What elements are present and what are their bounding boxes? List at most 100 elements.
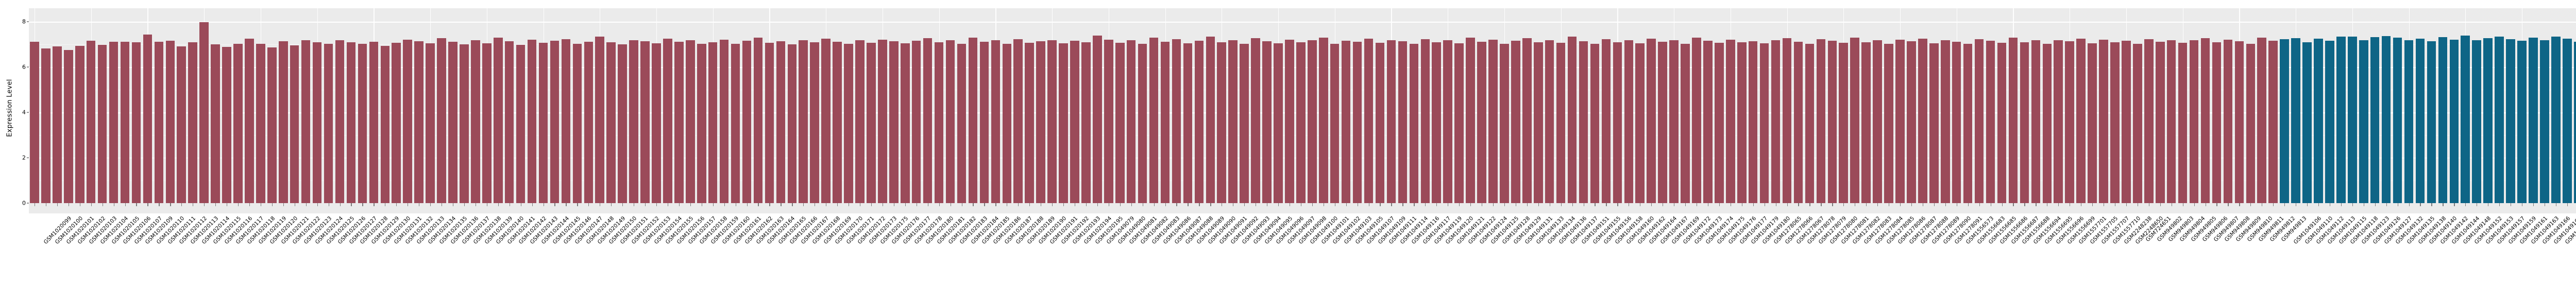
bar — [1488, 39, 1498, 203]
x-tick-mark — [995, 203, 996, 206]
bar — [211, 44, 220, 203]
y-tick-mark — [27, 112, 29, 113]
bar — [131, 42, 141, 203]
x-tick-mark — [1832, 203, 1833, 206]
x-tick-mark — [1719, 203, 1720, 206]
x-tick-mark — [837, 203, 838, 206]
x-tick-mark — [1063, 203, 1064, 206]
bar — [1330, 43, 1340, 203]
bar — [1025, 42, 1034, 203]
bar — [1013, 39, 1023, 203]
bar — [1601, 39, 1611, 203]
bar — [1296, 42, 1306, 203]
bar — [2166, 40, 2176, 203]
bar — [504, 41, 514, 203]
bar — [2573, 42, 2576, 203]
x-tick-mark — [136, 203, 137, 206]
bar — [2178, 42, 2188, 203]
bar — [674, 42, 684, 203]
bar — [2404, 40, 2414, 203]
bar — [1692, 38, 1701, 203]
x-tick-mark — [1459, 203, 1460, 206]
x-tick-mark — [939, 203, 940, 206]
bar — [821, 39, 831, 203]
bar — [2133, 44, 2142, 203]
bar — [1364, 38, 1374, 203]
x-tick-mark — [215, 203, 216, 206]
bar — [2393, 38, 2402, 203]
bar — [2008, 38, 2018, 203]
x-tick-mark — [1809, 203, 1810, 206]
bar — [1228, 40, 1238, 203]
bar — [2506, 39, 2515, 203]
bar — [380, 45, 390, 203]
bar — [2031, 40, 2041, 203]
x-tick-mark — [2239, 203, 2240, 206]
bar — [2088, 43, 2097, 203]
bar — [2517, 41, 2527, 203]
bar — [414, 41, 423, 203]
x-tick-mark — [1877, 203, 1878, 206]
bar — [188, 42, 197, 203]
bar — [1093, 35, 1102, 203]
bar — [426, 43, 435, 203]
bar — [1522, 38, 1532, 203]
x-tick-mark — [2567, 203, 2568, 206]
bar — [471, 40, 480, 203]
x-tick-mark — [1504, 203, 1505, 206]
x-tick-mark — [2318, 203, 2319, 206]
x-tick-mark — [1165, 203, 1166, 206]
bar — [1613, 42, 1622, 203]
y-tick-label: 8 — [22, 18, 26, 25]
bar — [1251, 38, 1260, 203]
bar — [2336, 37, 2346, 203]
x-tick-mark — [1436, 203, 1437, 206]
x-tick-mark — [1244, 203, 1245, 206]
bar — [945, 40, 955, 203]
bar — [2370, 37, 2380, 203]
bar — [1918, 38, 1927, 203]
x-tick-mark — [984, 203, 985, 206]
bar — [120, 41, 130, 203]
bar — [1341, 41, 1351, 203]
x-tick-mark — [1086, 203, 1087, 206]
bar — [1172, 39, 1181, 203]
bar — [527, 39, 537, 203]
x-tick-mark — [1527, 203, 1528, 206]
bar — [1805, 44, 1815, 203]
x-tick-mark — [2386, 203, 2387, 206]
bar — [1748, 41, 1758, 203]
bar — [595, 37, 605, 203]
bar — [460, 44, 469, 203]
bar — [2449, 39, 2459, 203]
bar — [572, 44, 582, 203]
bar — [1002, 44, 1012, 203]
x-tick-mark — [554, 203, 555, 206]
bar — [2427, 41, 2436, 203]
x-tick-mark — [577, 203, 578, 206]
bar — [2144, 39, 2154, 203]
x-tick-mark — [1278, 203, 1279, 206]
bar — [923, 38, 933, 203]
bar — [1420, 39, 1430, 203]
bar — [991, 40, 1001, 203]
y-tick-mark — [27, 203, 29, 204]
bar — [538, 42, 548, 203]
bar — [1647, 38, 1656, 203]
bar — [719, 39, 729, 203]
bar — [1081, 42, 1091, 203]
x-tick-mark — [1572, 203, 1573, 206]
bar — [663, 38, 672, 203]
bar — [222, 46, 231, 203]
bar — [1466, 38, 1475, 203]
bar — [1782, 38, 1792, 203]
x-tick-mark — [2465, 203, 2466, 206]
y-tick-label: 4 — [22, 109, 26, 116]
bar — [550, 41, 560, 203]
bar — [1579, 41, 1588, 203]
x-tick-mark — [2273, 203, 2274, 206]
x-tick-mark — [2284, 203, 2285, 206]
x-tick-mark — [871, 203, 872, 206]
x-tick-mark — [1900, 203, 1901, 206]
bar — [1907, 41, 1916, 203]
